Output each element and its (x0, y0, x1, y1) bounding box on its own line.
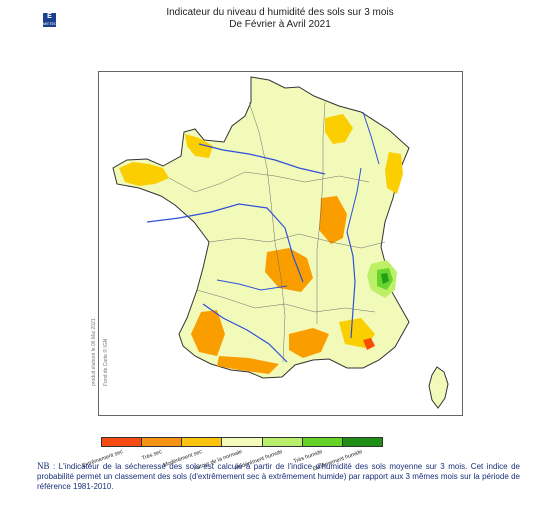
title-line-1: Indicateur du niveau d humidité des sols… (166, 7, 394, 18)
ign-basemap-credit: Fond de Carte © IGN (103, 338, 109, 386)
seine-river (198, 143, 326, 175)
legend-label-very-dry: Très sec (141, 449, 164, 462)
legend-swatch-moderately-humid (262, 438, 303, 446)
map-title: Indicateur du niveau d humidité des sols… (90, 7, 470, 31)
legend-swatch-very-humid (302, 438, 343, 446)
title-line-2: De Février à Avril 2021 (229, 19, 331, 30)
mainland-france (112, 76, 410, 379)
note-text: : L'indicateur de la sécheresse des sols… (37, 462, 520, 491)
legend-swatch-extremely-humid (342, 438, 382, 446)
meuse-river (362, 111, 380, 165)
burgundy-dry-zone (319, 196, 347, 244)
legend-swatch-extremely-dry (102, 438, 143, 446)
france-soil-moisture-map (112, 76, 449, 409)
loire-river (146, 203, 304, 283)
map-frame (98, 71, 463, 416)
logo-glyph: E (47, 13, 52, 20)
meteo-france-logo: E METEO FRANCE (43, 13, 59, 31)
var-extreme-dry-spot (363, 338, 375, 350)
alps-extremely-humid-zone (381, 273, 389, 284)
legend-swatch-near-normal (222, 438, 263, 446)
brittany-dry-zone (119, 162, 169, 186)
logo-text: METEO FRANCE (43, 21, 60, 31)
garonne-river (202, 303, 288, 363)
legend-colorbar (101, 437, 383, 447)
aquitaine-dry-zone (191, 310, 225, 356)
languedoc-dry-zone (289, 328, 329, 358)
legend-swatch-moderately-dry (182, 438, 223, 446)
note-tag: NB (37, 461, 50, 471)
champagne-dry-zone (325, 114, 353, 144)
dordogne-river (216, 279, 288, 291)
corsica (428, 366, 449, 409)
rhone-river (346, 231, 356, 339)
production-date-credit: produit élaboré le 06 Mai 2021 (91, 318, 97, 386)
alsace-dry-zone (385, 152, 403, 194)
legend-swatch-very-dry (142, 438, 183, 446)
methodology-note: NB : L'indicateur de la sécheresse des s… (37, 461, 520, 492)
normandy-dry-zone (185, 134, 213, 158)
internal-borders (168, 101, 386, 363)
pyrenees-dry-zone (217, 356, 279, 374)
massif-central-dry-zone (265, 248, 313, 292)
